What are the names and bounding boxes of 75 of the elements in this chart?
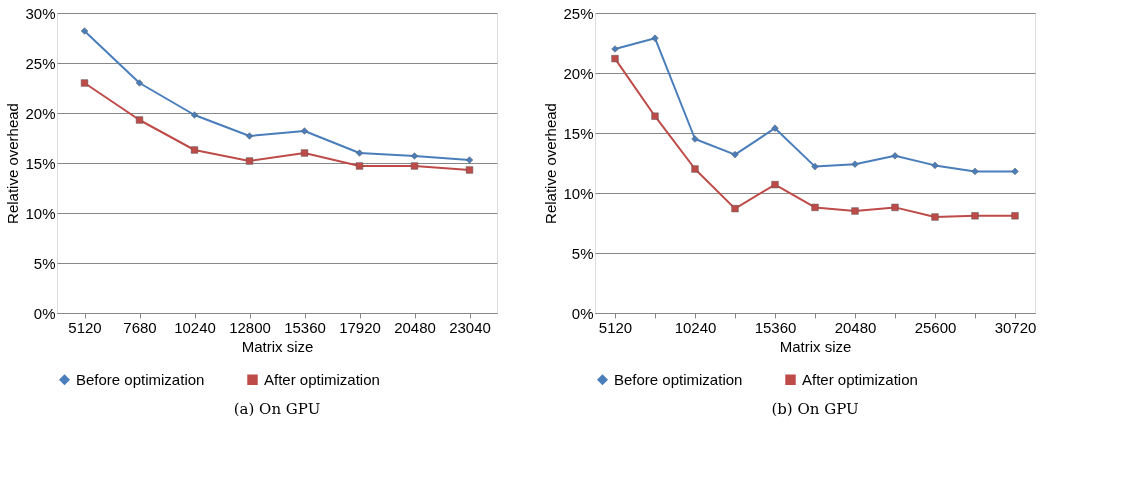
point	[300, 127, 309, 135]
x-tick-label: 5120	[68, 318, 102, 336]
point	[731, 205, 739, 213]
y-tick-label: 0%	[33, 304, 56, 322]
x-tick-label: 10240	[674, 318, 717, 336]
y-tick-label: 0%	[571, 304, 594, 322]
x-tick-label: 30720	[994, 318, 1037, 336]
point	[135, 79, 144, 87]
point	[465, 166, 474, 174]
point	[771, 124, 779, 132]
x-tick-label: 20480	[394, 318, 436, 336]
x-tick-label: 20480	[834, 318, 877, 336]
x-tick-label: 15360	[754, 318, 797, 336]
y-tick-label: 30%	[25, 4, 56, 22]
point	[410, 152, 419, 160]
point	[691, 165, 699, 173]
point	[971, 212, 979, 220]
point	[465, 156, 474, 164]
point	[611, 45, 619, 53]
y-tick-label: 5%	[33, 254, 56, 272]
legend-label: After optimization	[264, 370, 380, 388]
y-tick-label: 25%	[25, 54, 56, 72]
point	[651, 112, 659, 120]
point	[245, 157, 254, 165]
y-tick-label: 5%	[571, 244, 594, 262]
point	[771, 181, 779, 189]
point	[691, 135, 699, 143]
point	[355, 162, 364, 170]
x-tick-label: 7680	[123, 318, 157, 336]
point	[135, 116, 144, 124]
x-tick-label: 15360	[284, 318, 326, 336]
point	[811, 163, 819, 171]
point	[851, 207, 859, 215]
point	[811, 203, 819, 211]
y-axis-title: Relative overhead	[542, 103, 560, 224]
y-axis-title: Relative overhead	[4, 103, 22, 224]
point	[1011, 167, 1019, 175]
point	[80, 27, 89, 35]
point	[80, 79, 89, 87]
point	[851, 160, 859, 168]
x-tick-label: 23040	[449, 318, 491, 336]
legend-label: Before optimization	[614, 370, 743, 388]
x-axis-title: Matrix size	[241, 337, 314, 355]
y-tick-label: 10%	[563, 184, 594, 202]
point	[651, 34, 659, 42]
point	[190, 111, 199, 119]
point	[245, 132, 254, 140]
x-tick-label: 10240	[174, 318, 216, 336]
point	[300, 149, 309, 157]
point	[355, 149, 364, 157]
y-tick-label: 15%	[563, 124, 594, 142]
y-tick-label: 10%	[25, 204, 56, 222]
point	[190, 146, 199, 154]
legend-label: After optimization	[802, 370, 918, 388]
point	[410, 162, 419, 170]
point	[1011, 212, 1019, 220]
text: (a) On GPU	[233, 400, 321, 418]
x-tick-label: 5120	[598, 318, 633, 336]
point	[611, 55, 619, 63]
point	[971, 167, 979, 175]
y-tick-label: 20%	[25, 104, 56, 122]
point	[891, 203, 899, 211]
legend-label: Before optimization	[76, 370, 205, 388]
x-axis-title: Matrix size	[779, 337, 852, 355]
y-tick-label: 25%	[563, 4, 594, 22]
point	[731, 151, 739, 159]
y-tick-label: 15%	[25, 154, 56, 172]
point	[931, 161, 939, 169]
x-tick-label: 25600	[914, 318, 957, 336]
point	[931, 213, 939, 221]
x-tick-label: 17920	[339, 318, 381, 336]
x-tick-label: 12800	[229, 318, 271, 336]
point	[891, 152, 899, 160]
y-tick-label: 20%	[563, 64, 594, 82]
text: (b) On GPU	[771, 400, 859, 418]
